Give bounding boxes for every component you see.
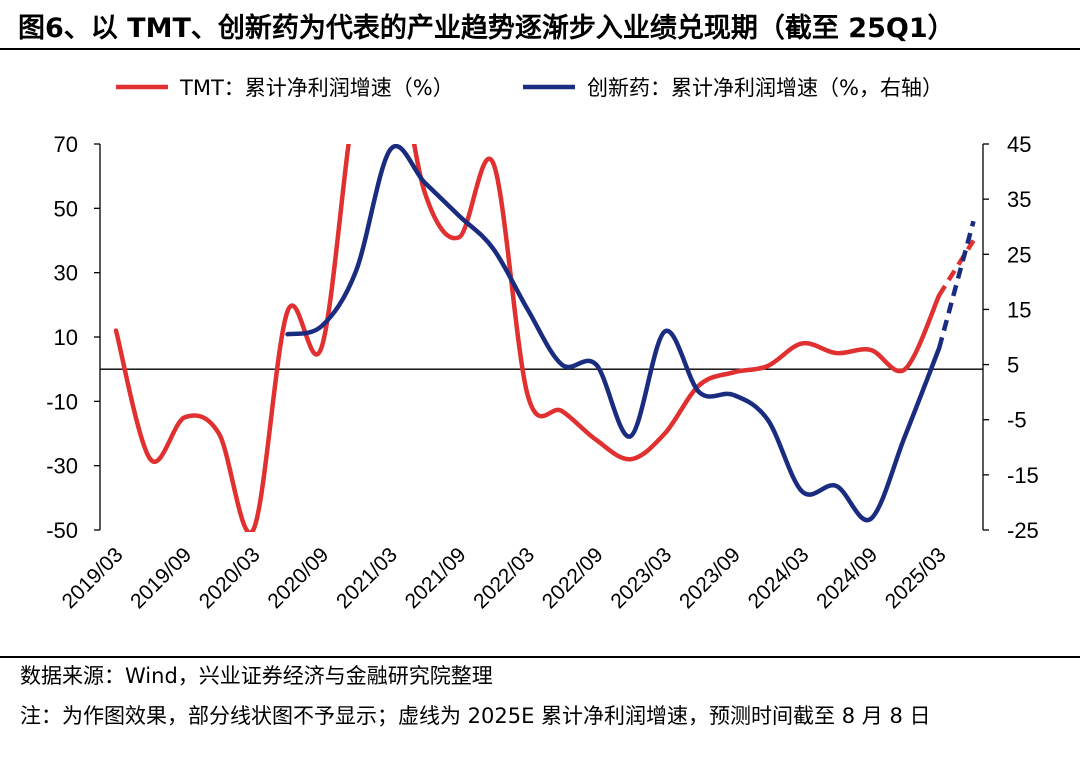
left-tick-label: 30 bbox=[54, 261, 78, 286]
series-0-forecast-line bbox=[937, 239, 976, 297]
legend: TMT：累计净利润增速（%） 创新药：累计净利润增速（%，右轴） bbox=[116, 76, 943, 100]
chart-title: 图6、以 TMT、创新药为代表的产业趋势逐渐步入业绩兑现期（截至 25Q1） bbox=[18, 13, 955, 44]
x-tick-label: 2020/03 bbox=[195, 543, 265, 613]
chart: TMT：累计净利润增速（%） 创新药：累计净利润增速（%，右轴） 70 50 30 1… bbox=[46, 76, 1039, 613]
right-tick-label: 25 bbox=[1007, 242, 1031, 267]
x-tick-label: 2021/09 bbox=[401, 543, 471, 613]
right-tick-label: -25 bbox=[1007, 518, 1039, 543]
series-1-line bbox=[285, 144, 942, 523]
axes bbox=[94, 143, 989, 531]
left-tick-label: 10 bbox=[54, 325, 78, 350]
right-tick-label: 45 bbox=[1007, 132, 1031, 157]
x-tick-label: 2024/09 bbox=[812, 543, 882, 613]
note-text: 注：为作图效果，部分线状图不予显示；虚线为 2025E 累计净利润增速，预测时间… bbox=[20, 704, 931, 728]
left-tick-label: -30 bbox=[46, 454, 78, 479]
series-1-group bbox=[285, 144, 976, 523]
source-text: 数据来源：Wind，兴业证券经济与金融研究院整理 bbox=[20, 664, 493, 688]
x-tick-label: 2025/03 bbox=[881, 543, 951, 613]
x-tick-label: 2024/03 bbox=[744, 543, 814, 613]
left-tick-label: -10 bbox=[46, 389, 78, 414]
top-rule bbox=[0, 48, 1080, 50]
legend-label-innovative-drug: 创新药：累计净利润增速（%，右轴） bbox=[587, 76, 943, 100]
series-0-line bbox=[113, 144, 942, 532]
bottom-rule bbox=[0, 656, 1080, 658]
x-tick-label: 2020/09 bbox=[263, 543, 333, 613]
left-tick-label: -50 bbox=[46, 518, 78, 543]
right-tick-label: 15 bbox=[1007, 297, 1031, 322]
series-0-group bbox=[113, 144, 976, 532]
plot-area bbox=[113, 144, 976, 532]
right-tick-label: -15 bbox=[1007, 463, 1039, 488]
tick-labels: 70 50 30 10 -10 -30 -50 45 35 25 15 5 -5 -15 -25 2019/0… bbox=[46, 132, 1039, 613]
x-tick-label: 2023/09 bbox=[675, 543, 745, 613]
x-tick-label: 2022/09 bbox=[538, 543, 608, 613]
x-tick-label: 2023/03 bbox=[606, 543, 676, 613]
series-1-forecast-line bbox=[937, 220, 976, 349]
right-tick-label: 35 bbox=[1007, 187, 1031, 212]
right-tick-label: 5 bbox=[1007, 353, 1019, 378]
x-tick-label: 2019/03 bbox=[58, 543, 128, 613]
x-tick-label: 2019/09 bbox=[126, 543, 196, 613]
left-tick-label: 50 bbox=[54, 196, 78, 221]
legend-label-tmt: TMT：累计净利润增速（%） bbox=[179, 76, 454, 100]
x-tick-label: 2021/03 bbox=[332, 543, 402, 613]
right-tick-label: -5 bbox=[1007, 408, 1027, 433]
left-tick-label: 70 bbox=[54, 132, 78, 157]
x-tick-label: 2022/03 bbox=[469, 543, 539, 613]
